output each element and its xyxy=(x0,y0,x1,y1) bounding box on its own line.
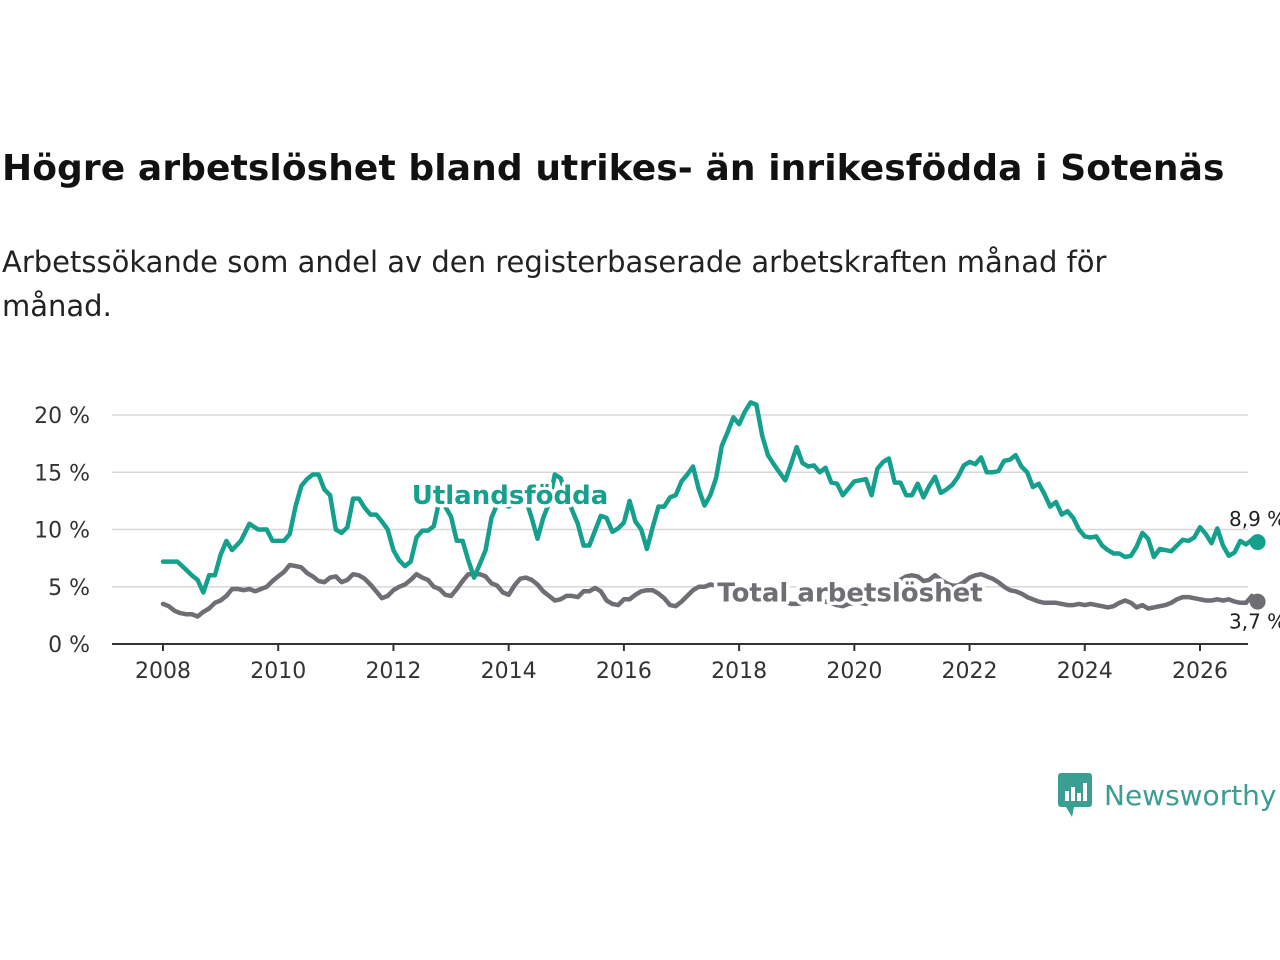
x-tick-label: 2024 xyxy=(1057,659,1113,684)
x-tick-label: 2012 xyxy=(365,659,421,684)
series-end-point xyxy=(1249,593,1266,610)
series-end-point xyxy=(1249,534,1266,551)
x-tick-label: 2016 xyxy=(596,659,652,684)
chart-subtitle: Arbetssökande som andel av den registerb… xyxy=(2,245,1107,323)
series-label-total: Total arbetslöshet xyxy=(717,578,982,608)
chart-title: Högre arbetslöshet bland utrikes- än inr… xyxy=(2,148,1225,189)
x-tick-label: 2010 xyxy=(250,659,306,684)
end-value-total: 3,7 % xyxy=(1229,610,1280,634)
y-tick-label: 5 % xyxy=(48,576,90,601)
x-tick-label: 2020 xyxy=(826,659,882,684)
series-line-utlandsfodda xyxy=(160,400,1260,595)
brand-name: Newsworthy xyxy=(1104,778,1277,812)
newsworthy-logo-icon xyxy=(1058,773,1092,817)
x-tick-label: 2022 xyxy=(942,659,998,684)
x-tick-label: 2014 xyxy=(481,659,537,684)
y-tick-label: 10 % xyxy=(34,519,90,544)
brand-logo: Newsworthy xyxy=(1058,772,1277,818)
end-value-utlandsfodda: 8,9 % xyxy=(1229,507,1280,531)
x-tick-label: 2008 xyxy=(135,659,191,684)
series-label-utlandsfodda: Utlandsfödda xyxy=(412,481,609,511)
y-tick-label: 20 % xyxy=(34,404,90,429)
y-tick-label: 0 % xyxy=(48,633,90,658)
x-tick-label: 2018 xyxy=(711,659,767,684)
y-tick-label: 15 % xyxy=(34,461,90,486)
series-line-total xyxy=(160,562,1260,619)
line-chart: 0 % 5 % 10 % 15 % 20 % 2008 2010 2012 2014 2016 20… xyxy=(34,400,1280,684)
x-tick-label: 2026 xyxy=(1172,659,1228,684)
